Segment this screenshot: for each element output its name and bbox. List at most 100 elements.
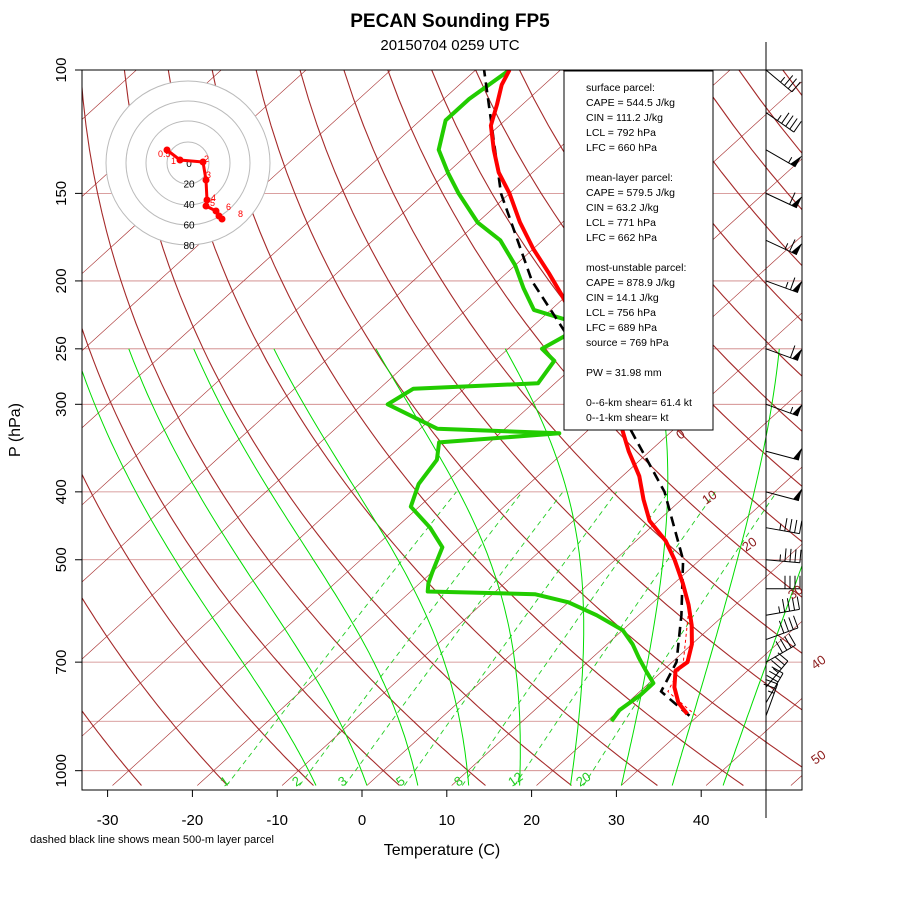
chart-subtitle: 20150704 0259 UTC — [380, 37, 519, 54]
wind-barb — [765, 149, 802, 168]
wind-barb-tick — [784, 548, 787, 562]
wind-barb — [765, 69, 801, 93]
wind-barb — [763, 678, 779, 716]
wind-barb-half-tick — [780, 76, 786, 83]
shear-1km: 0--1-km shear= kt — [586, 412, 669, 424]
hodograph-ring — [125, 100, 251, 226]
y-tick-label: 200 — [53, 268, 70, 293]
isotherm-line — [197, 235, 802, 786]
wind-barb-shaft — [765, 348, 799, 361]
x-tick-label: -30 — [97, 812, 119, 829]
hodograph-point — [203, 196, 211, 204]
wind-barbs — [763, 42, 803, 818]
wind-barb — [765, 652, 789, 688]
hodograph-ring-label: 80 — [183, 241, 195, 252]
wind-barb — [765, 447, 803, 461]
x-tick-label: -20 — [182, 812, 204, 829]
wind-barb — [765, 277, 803, 294]
wind-barb-tick — [781, 112, 790, 124]
wind-barb — [765, 488, 803, 502]
wind-barb-tick — [786, 598, 791, 612]
wind-barb-flag — [792, 280, 803, 293]
hodograph-point-label: 0.5 — [158, 149, 171, 159]
moist-adiabat-line — [375, 348, 521, 786]
mixing-ratio-label: 1 — [217, 773, 232, 789]
mixing-ratio-label: 5 — [393, 773, 408, 789]
wind-barb — [765, 548, 802, 564]
y-tick-label: 400 — [53, 479, 70, 504]
wind-barb-half-tick — [767, 690, 775, 694]
wind-barb — [765, 596, 800, 616]
hodograph-point — [199, 158, 207, 166]
wind-barb-shaft — [765, 239, 798, 256]
dry-adiabat-line — [782, 70, 802, 97]
wind-barb-tick — [789, 277, 796, 290]
wind-barb-shaft — [765, 608, 800, 616]
surface-cape: CAPE = 544.5 J/kg — [586, 97, 675, 109]
wind-barb-tick — [789, 192, 796, 205]
dry-adiabat-line — [299, 70, 802, 711]
dry-adiabat-line — [211, 70, 744, 786]
wind-barb — [766, 575, 801, 590]
isotherm-line — [366, 389, 802, 786]
wind-barb-half-tick — [784, 243, 789, 250]
dry-adiabat-line — [255, 70, 802, 768]
wind-barb-tick — [779, 638, 788, 651]
wind-barb — [765, 518, 803, 535]
wind-barb-half-tick — [785, 281, 789, 289]
wind-barb-flag — [790, 155, 802, 167]
wind-barb-half-tick — [789, 406, 794, 414]
wind-barb — [765, 615, 799, 641]
most-unstable-cin: CIN = 14.1 J/kg — [586, 292, 659, 304]
dry-adiabat-line — [827, 70, 900, 786]
dry-adiabat-line — [343, 70, 802, 654]
moist-adiabat-line — [722, 564, 802, 786]
mean-layer-header: mean-layer parcel: — [586, 172, 673, 184]
shear-6km: 0--6-km shear= 61.4 kt — [586, 397, 692, 409]
y-tick-label: 300 — [53, 392, 70, 417]
mean-layer-lcl: LCL = 771 hPa — [586, 217, 656, 229]
most-unstable-lcl: LCL = 756 hPa — [586, 307, 656, 319]
wind-barb-half-tick — [777, 114, 782, 121]
dry-adiabat-line — [871, 70, 900, 786]
dry-adiabat-line — [82, 596, 228, 786]
precipitable-water: PW = 31.98 mm — [586, 367, 662, 379]
hodograph-point-label: 8 — [238, 209, 243, 219]
most-unstable-source: source = 769 hPa — [586, 337, 669, 349]
wind-barb-flag — [791, 242, 803, 255]
isotherm-line — [876, 70, 900, 786]
dry-adiabat-line — [82, 80, 486, 786]
hodograph-point — [202, 202, 210, 210]
dry-adiabat-line — [82, 710, 142, 786]
wind-barb-tick — [796, 596, 800, 610]
hodograph-point-label: 1 — [171, 156, 176, 166]
most-unstable-lfc: LFC = 689 hPa — [586, 322, 657, 334]
wind-barb-tick — [787, 78, 797, 89]
hodograph-point-label: 4 — [211, 193, 216, 203]
wind-barb-shaft — [765, 192, 798, 209]
wind-barb — [765, 633, 796, 663]
y-tick-label: 150 — [53, 181, 70, 206]
wind-barb-tick — [799, 549, 802, 563]
mixing-ratio-line — [344, 491, 564, 786]
wind-barb-tick — [794, 549, 797, 563]
wind-barb-tick — [781, 599, 786, 613]
hodograph-point-label: 3 — [206, 170, 211, 180]
isotherm-line — [705, 697, 802, 786]
wind-barb-tick — [789, 518, 793, 532]
wind-barb-shaft — [765, 403, 799, 417]
isotherm-line — [82, 70, 222, 197]
hodograph-point — [218, 215, 226, 223]
footnote: dashed black line shows mean 500-m layer… — [30, 834, 274, 846]
wind-barb-shaft — [765, 673, 784, 704]
wind-barb-tick — [768, 670, 781, 679]
wind-barb — [765, 192, 803, 209]
hodograph-point — [163, 146, 171, 154]
isotherm-line — [536, 543, 802, 786]
stats-box: surface parcel: CAPE = 544.5 J/kg CIN = … — [563, 70, 714, 431]
y-tick-label: 1000 — [53, 754, 70, 787]
surface-parcel-profile — [667, 615, 697, 717]
wind-barb-half-tick — [778, 606, 781, 613]
wind-barb-shaft — [765, 627, 799, 641]
